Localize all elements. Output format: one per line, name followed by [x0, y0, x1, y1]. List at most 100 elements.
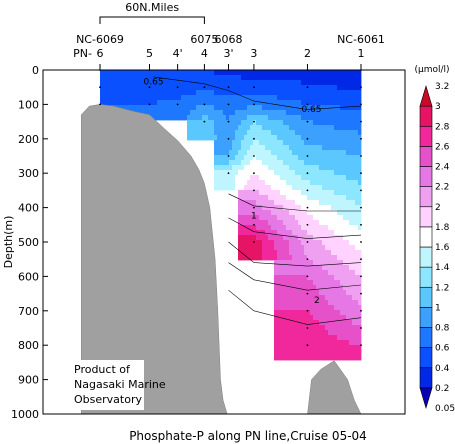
- field-cell: [325, 175, 329, 181]
- sample-dot: [227, 86, 230, 89]
- field-cell: [322, 215, 326, 221]
- field-cell: [316, 170, 320, 176]
- field-cell: [295, 115, 299, 121]
- field-cell: [349, 175, 353, 181]
- field-cell: [121, 95, 125, 101]
- field-cell: [349, 290, 353, 296]
- field-cell: [358, 100, 362, 106]
- field-cell: [280, 155, 284, 161]
- field-cell: [238, 175, 242, 181]
- field-cell: [253, 105, 257, 111]
- field-cell: [352, 350, 356, 356]
- field-cell: [334, 200, 338, 206]
- field-cell: [286, 115, 290, 121]
- field-cell: [334, 195, 338, 201]
- field-cell: [331, 115, 335, 121]
- field-cell: [352, 270, 356, 276]
- field-cell: [286, 195, 290, 201]
- field-cell: [328, 105, 332, 111]
- field-cell: [301, 70, 305, 76]
- field-cell: [256, 140, 260, 146]
- field-cell: [307, 85, 311, 91]
- field-cell: [322, 225, 326, 231]
- field-cell: [274, 190, 278, 196]
- field-cell: [112, 95, 116, 101]
- field-cell: [274, 150, 278, 156]
- field-cell: [103, 100, 107, 106]
- field-cell: [193, 70, 197, 76]
- field-cell: [112, 80, 116, 86]
- field-cell: [316, 130, 320, 136]
- field-cell: [307, 120, 311, 126]
- field-cell: [274, 280, 278, 286]
- field-cell: [322, 90, 326, 96]
- field-cell: [265, 250, 269, 256]
- field-cell: [163, 80, 167, 86]
- field-cell: [190, 95, 194, 101]
- field-cell: [340, 295, 344, 301]
- field-cell: [349, 220, 353, 226]
- field-cell: [289, 350, 293, 356]
- field-cell: [328, 345, 332, 351]
- field-cell: [340, 130, 344, 136]
- field-cell: [313, 295, 317, 301]
- field-cell: [292, 110, 296, 116]
- sample-dot: [306, 275, 309, 278]
- field-cell: [262, 190, 266, 196]
- field-cell: [238, 115, 242, 121]
- field-cell: [316, 275, 320, 281]
- field-cell: [193, 115, 197, 121]
- field-cell: [310, 195, 314, 201]
- field-cell: [286, 135, 290, 141]
- field-cell: [289, 140, 293, 146]
- field-cell: [307, 175, 311, 181]
- field-cell: [112, 75, 116, 81]
- field-cell: [316, 115, 320, 121]
- field-cell: [253, 200, 257, 206]
- field-cell: [187, 110, 191, 116]
- field-cell: [322, 255, 326, 261]
- field-cell: [265, 120, 269, 126]
- field-cell: [352, 75, 356, 81]
- field-cell: [283, 205, 287, 211]
- field-cell: [307, 235, 311, 241]
- field-cell: [337, 145, 341, 151]
- field-cell: [196, 95, 200, 101]
- field-cell: [226, 70, 230, 76]
- sample-dot: [253, 86, 255, 89]
- field-cell: [331, 255, 335, 261]
- field-cell: [280, 230, 284, 236]
- field-cell: [265, 230, 269, 236]
- field-cell: [328, 335, 332, 341]
- field-cell: [280, 120, 284, 126]
- field-cell: [325, 340, 329, 346]
- field-cell: [199, 100, 203, 106]
- field-cell: [280, 335, 284, 341]
- sample-dot: [306, 137, 309, 140]
- field-cell: [325, 100, 329, 106]
- field-cell: [334, 340, 338, 346]
- contour-line: [228, 262, 362, 291]
- field-cell: [130, 105, 134, 111]
- field-cell: [262, 110, 266, 116]
- field-cell: [328, 250, 332, 256]
- field-cell: [325, 200, 329, 206]
- colorbar-segment: [419, 166, 433, 187]
- field-cell: [331, 135, 335, 141]
- field-cell: [283, 345, 287, 351]
- colorbar: 0.050.20.40.60.811.21.41.61.822.22.42.62…: [414, 65, 455, 414]
- field-cell: [241, 120, 245, 126]
- field-cell: [307, 225, 311, 231]
- field-cell: [148, 100, 152, 106]
- field-cell: [334, 95, 338, 101]
- field-cell: [235, 110, 239, 116]
- field-cell: [187, 75, 191, 81]
- field-cell: [271, 135, 275, 141]
- field-cell: [271, 165, 275, 171]
- field-cell: [106, 70, 110, 76]
- field-cell: [151, 70, 155, 76]
- field-cell: [322, 180, 326, 186]
- field-cell: [283, 140, 287, 146]
- field-cell: [340, 240, 344, 246]
- field-cell: [349, 260, 353, 266]
